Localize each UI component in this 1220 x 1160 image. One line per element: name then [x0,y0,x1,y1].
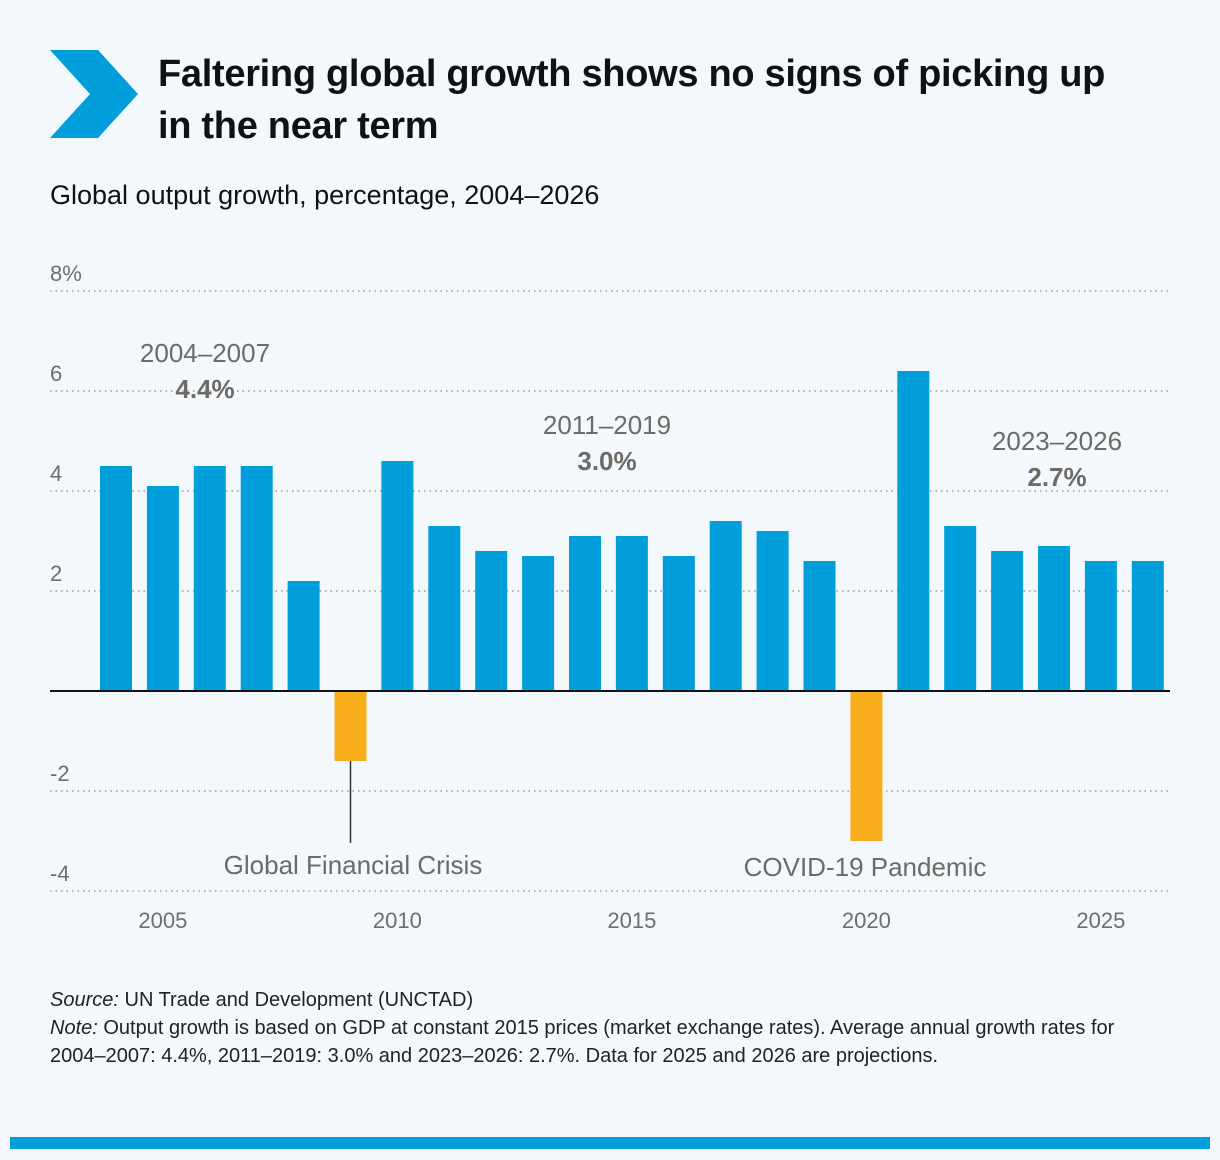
source-label: Source: [50,989,119,1011]
bar-2011 [428,526,461,691]
bar-2024 [1038,546,1070,691]
bar-2019 [803,561,836,691]
bar-2026 [1131,561,1164,691]
bar-2006 [193,466,226,691]
y-tick-label: -2 [50,761,70,786]
annotation-financial-crisis: Global Financial Crisis [224,850,483,880]
y-tick-label: -4 [50,861,70,886]
x-tick-label: 2005 [138,908,187,933]
annotation-period-2-value: 3.0% [577,446,636,476]
annotation-period-1-value: 4.4% [175,374,234,404]
bar-2007 [240,466,273,691]
y-tick-label: 4 [50,461,62,486]
note-line: Note: Output growth is based on GDP at c… [50,1014,1170,1070]
x-tick-label: 2025 [1076,908,1125,933]
bar-2005 [146,486,179,691]
chart-subtitle: Global output growth, percentage, 2004–2… [50,180,600,210]
bar-2009 [334,691,367,761]
annotation-covid: COVID-19 Pandemic [744,852,987,882]
bar-2018 [756,531,789,691]
annotation-period-3-label: 2023–2026 [992,426,1122,456]
bottom-accent-bar [10,1137,1210,1149]
bar-2013 [522,556,555,691]
bar-2016 [662,556,695,691]
page-title: Faltering global growth shows no signs o… [158,53,1106,147]
note-label: Note: [50,1017,98,1039]
source-text: UN Trade and Development (UNCTAD) [118,989,474,1011]
bar-2015 [615,536,648,691]
bar-2021 [897,371,930,691]
bar-2022 [944,526,977,691]
x-tick-label: 2015 [607,908,656,933]
bar-2010 [381,461,414,691]
x-tick-label: 2010 [373,908,422,933]
bar-2004 [100,466,132,691]
bar-2008 [287,581,320,691]
chart-notes: Source: UN Trade and Development (UNCTAD… [50,986,1170,1070]
annotation-period-2-label: 2011–2019 [543,410,671,440]
bar-2017 [709,521,742,691]
note-text: Output growth is based on GDP at constan… [50,1017,1115,1067]
source-line: Source: UN Trade and Development (UNCTAD… [50,986,1170,1014]
bar-2023 [991,551,1024,691]
chevron-right-icon [50,50,138,138]
y-tick-label: 6 [50,361,62,386]
y-tick-label: 2 [50,561,62,586]
bar-2025 [1084,561,1117,691]
bar-chart: 8% 6 4 2 -2 -4 2005 2010 2015 2020 2025 2004–2007… [50,261,1170,933]
annotation-period-3-value: 2.7% [1027,462,1086,492]
bar-2020 [850,691,883,841]
bar-2012 [475,551,508,691]
y-tick-label: 8% [50,261,82,286]
annotation-period-1-label: 2004–2007 [140,338,270,368]
bar-2014 [569,536,601,691]
x-tick-label: 2020 [842,908,891,933]
